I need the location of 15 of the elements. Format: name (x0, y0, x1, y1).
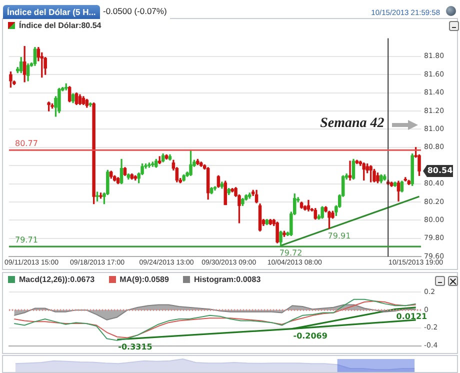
ref-line-label: 79.71 (15, 236, 38, 245)
ref-line-label: 80.77 (15, 139, 38, 148)
legend-label: Histogram:0.0083 (192, 275, 261, 284)
legend-label: MA(9):0.0589 (118, 275, 169, 284)
annotation: -0.3315 (118, 342, 153, 352)
annotation: 79.72 (279, 248, 302, 258)
legend-label: Índice del Dólar:80.54 (18, 21, 102, 30)
annotation: 79.91 (328, 231, 351, 240)
annotation: 0.0121 (396, 312, 428, 321)
chart-subtitle: -0.0500 (-0.07%) (100, 2, 170, 20)
chart-title: Índice del Dólar (5 H... (3, 5, 100, 19)
annotation: Semana 42 (320, 116, 384, 132)
legend-label: Macd(12,26)):0.0673 (18, 275, 95, 284)
annotation: 80.54 (427, 166, 454, 176)
annotation: -0.2069 (293, 332, 328, 341)
